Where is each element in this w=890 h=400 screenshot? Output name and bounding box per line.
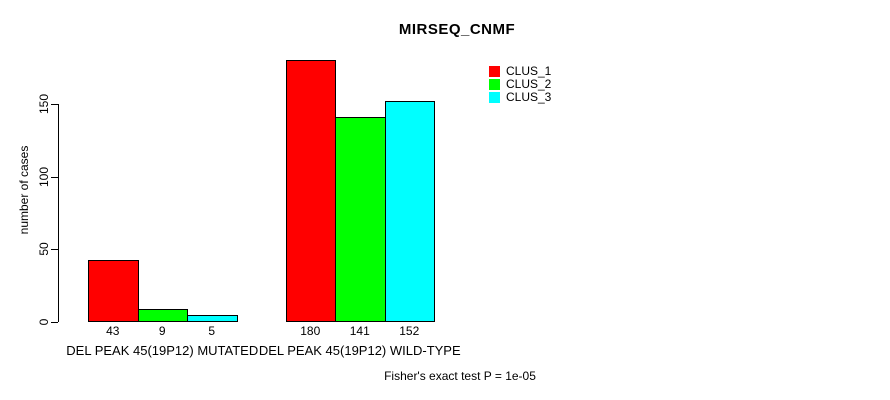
legend-label: CLUS_3 bbox=[506, 90, 552, 104]
legend-swatch-icon bbox=[489, 79, 500, 90]
y-axis-tick bbox=[51, 176, 58, 178]
annotation-fisher-test: Fisher's exact test P = 1e-05 bbox=[384, 369, 536, 383]
y-axis-tick-label: 100 bbox=[37, 166, 51, 187]
y-axis-line bbox=[58, 104, 59, 322]
y-axis-tick bbox=[51, 322, 58, 323]
bar-clus_3-group2 bbox=[384, 101, 435, 322]
category-label-group1: DEL PEAK 45(19P12) MUTATED bbox=[66, 343, 259, 358]
y-axis-tick-label: 150 bbox=[37, 93, 51, 115]
legend: CLUS_1 CLUS_2 CLUS_3 bbox=[489, 65, 551, 104]
bar-value-label: 9 bbox=[158, 324, 166, 338]
chart-title: MIRSEQ_CNMF bbox=[398, 21, 516, 38]
y-axis-tick-label: 50 bbox=[37, 242, 51, 257]
bar-value-label: 141 bbox=[349, 324, 370, 338]
bar-value-label: 43 bbox=[106, 324, 120, 338]
y-axis-label: number of cases bbox=[17, 145, 31, 235]
bar-clus_1-group1 bbox=[88, 259, 139, 322]
legend-swatch-icon bbox=[489, 66, 500, 77]
category-label-group2: DEL PEAK 45(19P12) WILD-TYPE bbox=[258, 343, 461, 358]
bar-value-label: 5 bbox=[208, 324, 216, 338]
legend-item-clus_1: CLUS_1 bbox=[489, 65, 551, 78]
legend-label: CLUS_2 bbox=[506, 77, 552, 91]
bar-clus_2-group1 bbox=[137, 308, 188, 322]
legend-item-clus_2: CLUS_2 bbox=[489, 78, 551, 91]
legend-item-clus_3: CLUS_3 bbox=[489, 91, 551, 104]
y-axis-tick bbox=[51, 104, 58, 105]
y-axis-tick-label: 0 bbox=[37, 318, 51, 326]
bar-value-label: 152 bbox=[399, 324, 420, 338]
bar-clus_1-group2 bbox=[285, 60, 336, 322]
y-axis-tick bbox=[51, 249, 58, 251]
bar-clus_2-group2 bbox=[335, 117, 386, 322]
legend-label: CLUS_1 bbox=[506, 64, 552, 78]
bar-clus_3-group1 bbox=[187, 314, 238, 322]
bar-value-label: 180 bbox=[300, 324, 321, 338]
legend-swatch-icon bbox=[489, 92, 500, 103]
